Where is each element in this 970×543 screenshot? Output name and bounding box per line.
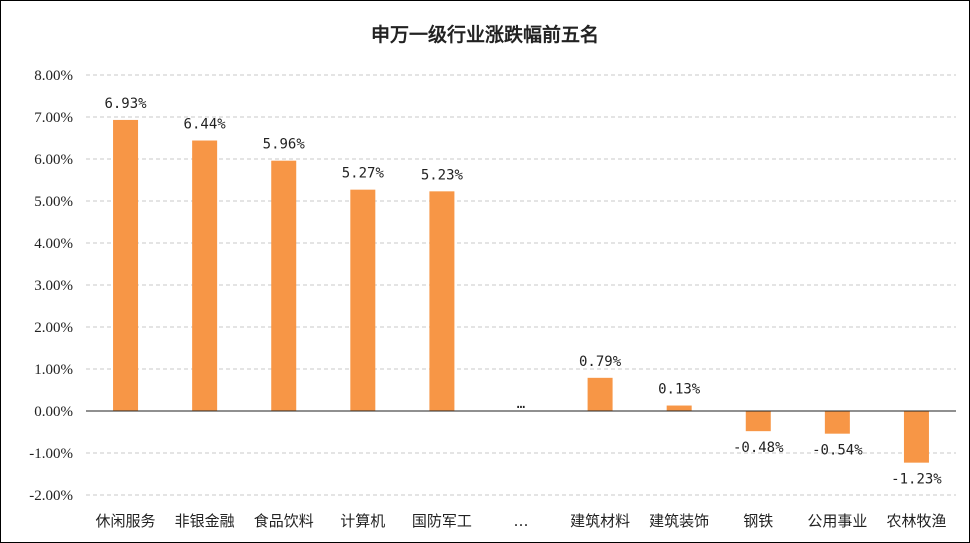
- y-axis-tick-labels: 8.00% 7.00% 6.00% 5.00% 4.00% 3.00% 2.00% 1.00%…: [29, 68, 73, 504]
- data-label: 5.96%: [263, 137, 306, 153]
- bar: [745, 411, 771, 432]
- x-tick-label: 建筑装饰: [649, 512, 709, 530]
- y-tick-label: 8.00%: [34, 68, 73, 84]
- y-tick-label: 1.00%: [34, 362, 73, 378]
- data-label: …: [517, 396, 525, 412]
- y-tick-label: 0.00%: [34, 404, 73, 420]
- x-tick-label: 钢铁: [743, 512, 773, 530]
- x-tick-label: 建筑材料: [570, 512, 630, 530]
- y-tick-label: 4.00%: [34, 236, 73, 252]
- x-axis-tick-labels: 休闲服务 非银金融 食品饮料 计算机 国防军工 … 建筑材料 建筑装饰 钢铁 公用事业 农林牧渔: [96, 512, 947, 530]
- chart-title: 申万一级行业涨跌幅前五名: [371, 23, 599, 46]
- x-tick-label: 食品饮料: [254, 512, 314, 530]
- y-tick-label: 3.00%: [34, 278, 73, 294]
- x-tick-label: …: [514, 512, 529, 530]
- bar: [113, 119, 139, 411]
- x-tick-label: 休闲服务: [96, 512, 156, 530]
- bar: [903, 411, 929, 463]
- bar: [666, 405, 692, 411]
- gridlines: [86, 74, 956, 496]
- y-tick-label: 6.00%: [34, 152, 73, 168]
- x-tick-label: 非银金融: [175, 512, 235, 530]
- x-tick-label: 农林牧渔: [886, 512, 946, 530]
- data-label: -0.54%: [812, 443, 863, 459]
- x-tick-label: 计算机: [340, 512, 385, 530]
- data-label: -0.48%: [733, 440, 784, 456]
- bar: [192, 140, 218, 411]
- bar: [824, 411, 850, 434]
- data-label: 0.79%: [579, 354, 622, 370]
- data-label: -1.23%: [891, 472, 942, 488]
- y-tick-label: 2.00%: [34, 320, 73, 336]
- y-tick-label: -1.00%: [29, 446, 73, 462]
- data-labels: 6.93% 6.44% 5.96% 5.27% 5.23% … 0.79% 0.13% -0.4…: [104, 96, 942, 488]
- y-tick-label: 5.00%: [34, 194, 73, 210]
- data-label: 6.93%: [104, 96, 147, 112]
- data-label: 5.27%: [342, 166, 385, 182]
- y-tick-label: -2.00%: [29, 488, 73, 504]
- x-tick-label: 公用事业: [807, 512, 867, 530]
- bar: [429, 191, 455, 411]
- data-label: 5.23%: [421, 167, 464, 183]
- data-label: 0.13%: [658, 382, 701, 398]
- y-tick-label: 7.00%: [34, 110, 73, 126]
- bars: [113, 119, 929, 463]
- bar: [350, 189, 376, 411]
- x-tick-label: 国防军工: [412, 512, 472, 530]
- bar: [271, 160, 297, 411]
- bar: [587, 377, 613, 411]
- data-label: 6.44%: [184, 117, 227, 133]
